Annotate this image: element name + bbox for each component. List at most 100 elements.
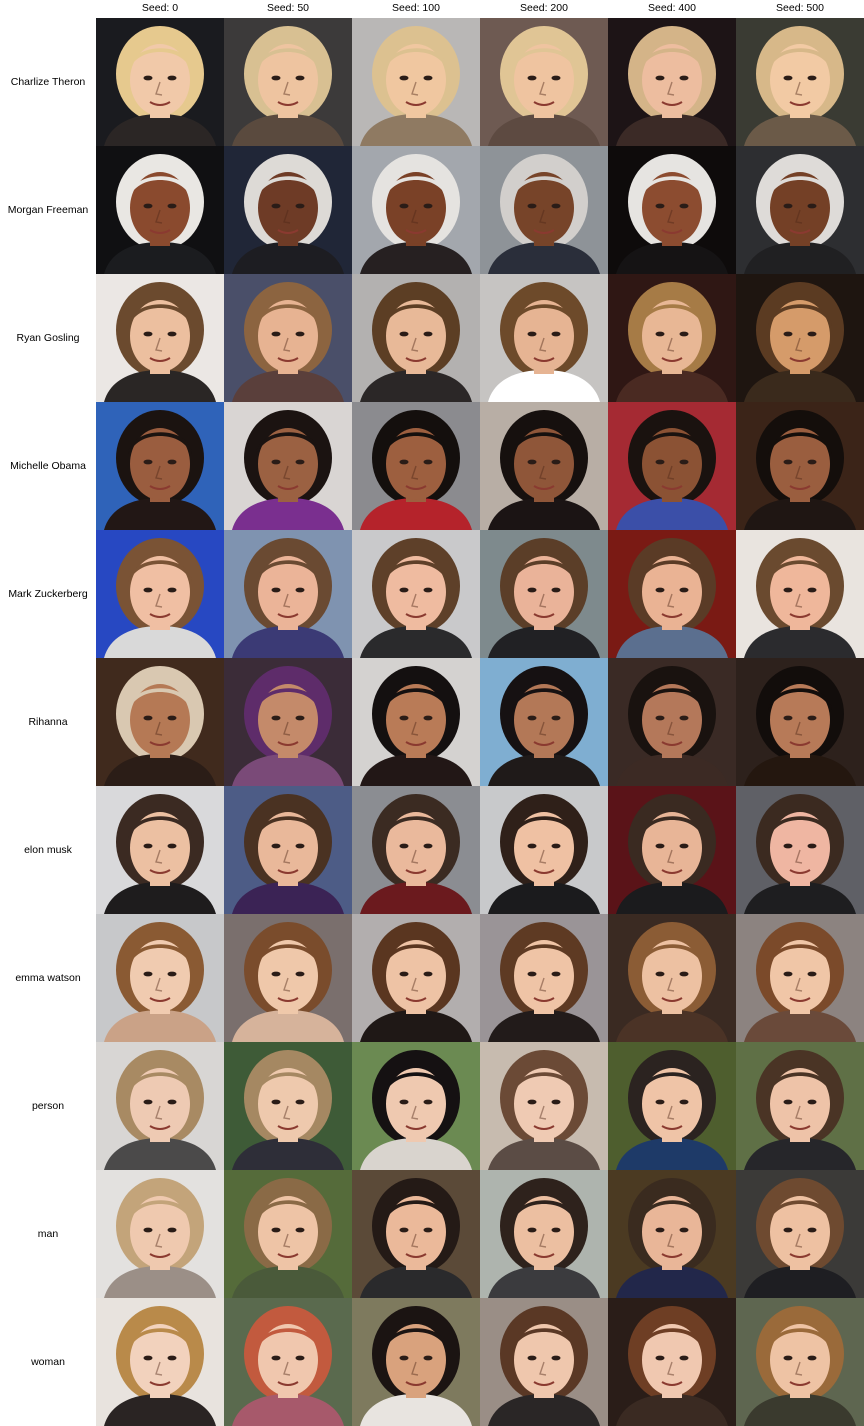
grid-row-michelle-obama: Michelle Obama xyxy=(0,402,864,530)
portrait-image-person-seed-200 xyxy=(480,1042,608,1170)
image-cells xyxy=(96,530,864,658)
portrait-image-morgan-freeman-seed-500 xyxy=(736,146,864,274)
portrait-image-man-seed-100 xyxy=(352,1170,480,1298)
grid-row-rihanna: Rihanna xyxy=(0,658,864,786)
portrait-image-morgan-freeman-seed-400 xyxy=(608,146,736,274)
portrait-image-emma-watson-seed-50 xyxy=(224,914,352,1042)
portrait-image-man-seed-0 xyxy=(96,1170,224,1298)
portrait-image-emma-watson-seed-500 xyxy=(736,914,864,1042)
portrait-image-morgan-freeman-seed-50 xyxy=(224,146,352,274)
row-label: woman xyxy=(31,1356,65,1368)
portrait-image-mark-zuckerberg-seed-100 xyxy=(352,530,480,658)
image-cells xyxy=(96,402,864,530)
portrait-image-woman-seed-500 xyxy=(736,1298,864,1426)
portrait-image-michelle-obama-seed-500 xyxy=(736,402,864,530)
portrait-image-michelle-obama-seed-50 xyxy=(224,402,352,530)
portrait-image-mark-zuckerberg-seed-400 xyxy=(608,530,736,658)
row-label: emma watson xyxy=(15,972,81,984)
image-cells xyxy=(96,1042,864,1170)
column-header-seed-400: Seed: 400 xyxy=(648,2,696,14)
column-header-seed-50: Seed: 50 xyxy=(266,2,310,14)
row-label: Ryan Gosling xyxy=(16,332,80,344)
grid-row-mark-zuckerberg: Mark Zuckerberg xyxy=(0,530,864,658)
portrait-image-michelle-obama-seed-400 xyxy=(608,402,736,530)
portrait-image-mark-zuckerberg-seed-50 xyxy=(224,530,352,658)
grid-row-charlize-theron: Charlize Theron xyxy=(0,18,864,146)
portrait-image-michelle-obama-seed-100 xyxy=(352,402,480,530)
grid-row-elon-musk: elon musk xyxy=(0,786,864,914)
portrait-image-mark-zuckerberg-seed-0 xyxy=(96,530,224,658)
image-cells xyxy=(96,18,864,146)
grid-row-ryan-gosling: Ryan Gosling xyxy=(0,274,864,402)
portrait-image-man-seed-400 xyxy=(608,1170,736,1298)
portrait-image-elon-musk-seed-0 xyxy=(96,786,224,914)
portrait-image-charlize-theron-seed-500 xyxy=(736,18,864,146)
column-header-row: Seed: 0 Seed: 50 Seed: 100 Seed: 200 See… xyxy=(96,0,864,18)
portrait-image-man-seed-50 xyxy=(224,1170,352,1298)
portrait-image-woman-seed-100 xyxy=(352,1298,480,1426)
portrait-image-woman-seed-0 xyxy=(96,1298,224,1426)
portrait-image-rihanna-seed-100 xyxy=(352,658,480,786)
portrait-image-charlize-theron-seed-50 xyxy=(224,18,352,146)
portrait-image-ryan-gosling-seed-400 xyxy=(608,274,736,402)
portrait-image-charlize-theron-seed-400 xyxy=(608,18,736,146)
grid-rows: Charlize Theron Morgan Freeman Ryan Goslin… xyxy=(0,18,864,1426)
portrait-image-michelle-obama-seed-200 xyxy=(480,402,608,530)
image-cells xyxy=(96,786,864,914)
portrait-image-man-seed-500 xyxy=(736,1170,864,1298)
grid-row-woman: woman xyxy=(0,1298,864,1426)
portrait-image-person-seed-50 xyxy=(224,1042,352,1170)
portrait-image-morgan-freeman-seed-0 xyxy=(96,146,224,274)
row-label: Mark Zuckerberg xyxy=(8,588,88,600)
portrait-image-person-seed-0 xyxy=(96,1042,224,1170)
row-label: Michelle Obama xyxy=(10,460,86,472)
column-header-seed-100: Seed: 100 xyxy=(392,2,440,14)
image-cells xyxy=(96,914,864,1042)
column-header-seed-0: Seed: 0 xyxy=(141,2,179,14)
row-label: Morgan Freeman xyxy=(7,204,89,216)
portrait-image-person-seed-400 xyxy=(608,1042,736,1170)
column-header-seed-500: Seed: 500 xyxy=(776,2,824,14)
grid-row-morgan-freeman: Morgan Freeman xyxy=(0,146,864,274)
portrait-image-emma-watson-seed-200 xyxy=(480,914,608,1042)
image-cells xyxy=(96,658,864,786)
portrait-image-charlize-theron-seed-100 xyxy=(352,18,480,146)
portrait-image-elon-musk-seed-50 xyxy=(224,786,352,914)
portrait-image-emma-watson-seed-0 xyxy=(96,914,224,1042)
portrait-image-man-seed-200 xyxy=(480,1170,608,1298)
portrait-image-ryan-gosling-seed-100 xyxy=(352,274,480,402)
portrait-image-charlize-theron-seed-0 xyxy=(96,18,224,146)
portrait-image-mark-zuckerberg-seed-500 xyxy=(736,530,864,658)
portrait-image-emma-watson-seed-100 xyxy=(352,914,480,1042)
portrait-image-woman-seed-200 xyxy=(480,1298,608,1426)
portrait-image-elon-musk-seed-500 xyxy=(736,786,864,914)
image-cells xyxy=(96,1298,864,1426)
portrait-image-rihanna-seed-400 xyxy=(608,658,736,786)
grid-row-man: man xyxy=(0,1170,864,1298)
image-cells xyxy=(96,1170,864,1298)
portrait-image-woman-seed-400 xyxy=(608,1298,736,1426)
portrait-image-ryan-gosling-seed-200 xyxy=(480,274,608,402)
row-label: elon musk xyxy=(24,844,72,856)
column-header-seed-200: Seed: 200 xyxy=(520,2,568,14)
portrait-image-rihanna-seed-500 xyxy=(736,658,864,786)
portrait-image-woman-seed-50 xyxy=(224,1298,352,1426)
portrait-image-morgan-freeman-seed-100 xyxy=(352,146,480,274)
portrait-image-ryan-gosling-seed-0 xyxy=(96,274,224,402)
portrait-image-rihanna-seed-50 xyxy=(224,658,352,786)
portrait-image-michelle-obama-seed-0 xyxy=(96,402,224,530)
portrait-image-charlize-theron-seed-200 xyxy=(480,18,608,146)
row-label: Charlize Theron xyxy=(10,76,86,88)
grid-row-emma-watson: emma watson xyxy=(0,914,864,1042)
portrait-image-elon-musk-seed-400 xyxy=(608,786,736,914)
portrait-image-ryan-gosling-seed-50 xyxy=(224,274,352,402)
portrait-image-rihanna-seed-200 xyxy=(480,658,608,786)
row-label: person xyxy=(31,1100,65,1112)
portrait-image-elon-musk-seed-200 xyxy=(480,786,608,914)
portrait-image-person-seed-500 xyxy=(736,1042,864,1170)
portrait-image-rihanna-seed-0 xyxy=(96,658,224,786)
portrait-image-ryan-gosling-seed-500 xyxy=(736,274,864,402)
portrait-image-morgan-freeman-seed-200 xyxy=(480,146,608,274)
image-cells xyxy=(96,146,864,274)
